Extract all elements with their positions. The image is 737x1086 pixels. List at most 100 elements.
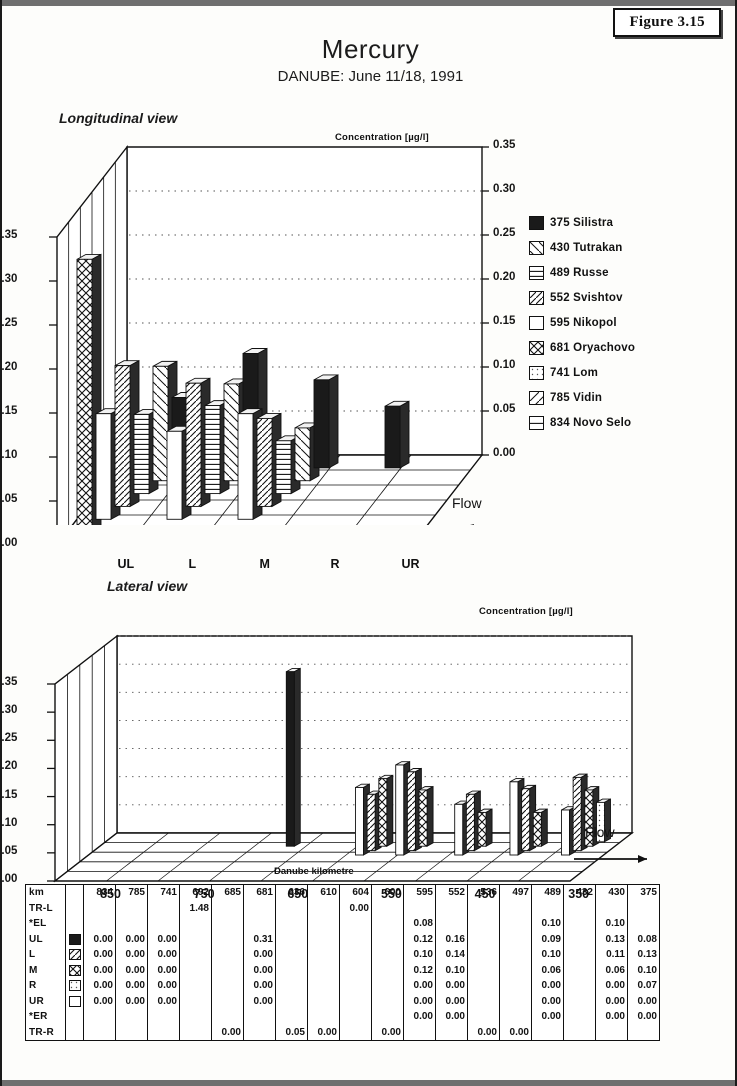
table-cell [275,993,308,1009]
table-row-swatch-empty [65,1024,84,1041]
table-cell: 0.00 [115,931,148,947]
table-cell: 0.14 [435,947,468,963]
table-row-label: TR-L [25,900,66,916]
table-cell [499,962,532,978]
table-cell: 0.00 [307,1024,340,1041]
table-cell: 0.00 [147,993,180,1009]
table-row: R 0.00 0.00 0.00 0.00 0.00 0.00 0.00 0.00 0.07 [25,978,660,994]
table-row: *EL 0.08 0.10 0.10 [25,916,660,932]
table-row-swatch-icon [65,993,84,1009]
legend-swatch-icon [529,240,544,255]
figure-number-label: Figure 3.15 [629,14,705,30]
lateral-xtick: 450 [474,887,496,901]
table-cell [371,962,404,978]
table-cell [563,1024,596,1041]
table-cell [339,1024,372,1041]
table-row-label: L [25,947,66,963]
table-cell [371,900,404,916]
table-row: UL 0.00 0.00 0.00 0.31 0.12 0.16 0.09 0.13 0.08 [25,931,660,947]
table-row-label: *ER [25,1009,66,1025]
table-cell [627,916,660,932]
legend-item: 489 Russe [529,260,635,285]
table-cell: 0.00 [147,962,180,978]
longitudinal-flow-label: Flow [452,495,482,511]
table-row: UR 0.00 0.00 0.00 0.00 0.00 0.00 0.00 0.00 0.00 [25,993,660,1009]
table-cell [115,916,148,932]
table-cell [627,900,660,916]
table-cell [499,1009,532,1025]
table-cell [339,947,372,963]
legend-swatch-icon [529,365,544,380]
table-cell: 0.00 [147,931,180,947]
page-title: Mercury [321,34,420,64]
table-cell [339,916,372,932]
table-cell: 0.07 [627,978,660,994]
longitudinal-ytick-left: 0.30 [1,273,18,285]
table-cell [115,1024,148,1041]
table-cell [211,947,244,963]
table-cell [371,916,404,932]
table-cell [307,900,340,916]
table-cell [83,916,116,932]
table-cell: 0.00 [115,962,148,978]
table-cell [275,916,308,932]
longitudinal-category-label: L [188,557,197,571]
table-header-swatch [65,884,84,901]
legend-item-label: 489 Russe [550,266,609,279]
table-cell [531,900,564,916]
table-cell [467,1009,500,1025]
longitudinal-ytick-left: 0.05 [1,493,18,505]
bar-M-375-silistra [313,374,339,469]
legend-swatch-icon [529,390,544,405]
longitudinal-ytick-left: 0.20 [1,361,18,373]
longitudinal-category-label: R [330,557,340,571]
table-cell: 0.10 [531,947,564,963]
table-row-swatch-empty [65,1009,84,1025]
table-cell [499,916,532,932]
table-cell [307,947,340,963]
table-col-header: 375 [627,884,660,901]
legend-item-label: 785 Vidin [550,391,603,404]
table-cell: 0.00 [243,993,276,1009]
lateral-ytick: 0.05 [1,844,18,857]
longitudinal-category-label: UL [117,557,135,571]
table-cell: 0.00 [371,1024,404,1041]
table-cell [467,978,500,994]
table-cell [275,978,308,994]
lateral-view-label: Lateral view [107,578,188,594]
table-cell [179,947,212,963]
table-cell: 0.00 [243,978,276,994]
table-cell: 0.00 [83,978,116,994]
table-cell [371,978,404,994]
table-cell [563,947,596,963]
table-cell [307,916,340,932]
table-cell [275,1009,308,1025]
page-subtitle: DANUBE: June 11/18, 1991 [277,68,464,85]
page-bottom-edge [2,1080,735,1086]
table-header-km: km [25,884,66,901]
table-cell [499,900,532,916]
table-row-swatch-icon [65,931,84,947]
legend-swatch-icon [529,265,544,280]
table-cell [275,947,308,963]
longitudinal-ytick-right: 0.00 [493,447,516,459]
lateral-xtick: 650 [287,887,309,901]
table-cell [179,962,212,978]
table-cell [371,947,404,963]
table-cell: 0.00 [435,993,468,1009]
legend-swatch-icon [529,315,544,330]
legend-item: 785 Vidin [529,385,635,410]
table-cell: 0.00 [595,1009,628,1025]
table-cell [403,1024,436,1041]
longitudinal-ytick-right: 0.15 [493,315,516,327]
lateral-ytick: 0.20 [1,760,18,773]
table-cell [179,993,212,1009]
table-cell [307,1009,340,1025]
table-cell: 0.00 [403,978,436,994]
legend-swatch-icon [529,415,544,430]
table-cell: 0.00 [83,947,116,963]
table-cell: 0.09 [531,931,564,947]
table-cell [403,900,436,916]
table-row: TR-R 0.00 0.05 0.00 0.00 0.00 0.00 [25,1024,660,1041]
table-cell [595,1024,628,1041]
